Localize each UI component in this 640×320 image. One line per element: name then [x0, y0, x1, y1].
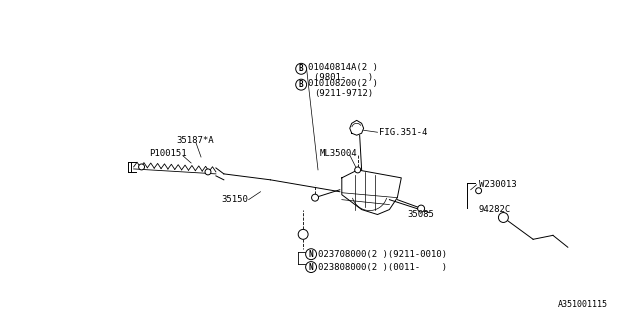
Text: (9211-9712): (9211-9712)	[314, 89, 373, 98]
Text: P100151: P100151	[150, 148, 187, 157]
Text: 01040814A(2 ): 01040814A(2 )	[308, 63, 378, 72]
Text: 023808000(2 )(0011-    ): 023808000(2 )(0011- )	[318, 263, 447, 272]
Circle shape	[296, 63, 307, 74]
Text: 023708000(2 )(9211-0010): 023708000(2 )(9211-0010)	[318, 250, 447, 259]
Circle shape	[139, 164, 145, 170]
Text: W230013: W230013	[479, 180, 516, 189]
Text: N: N	[308, 263, 314, 272]
Circle shape	[306, 262, 317, 273]
Circle shape	[312, 194, 319, 201]
Text: 35150: 35150	[221, 195, 248, 204]
Text: ML35004: ML35004	[320, 148, 358, 157]
Text: N: N	[308, 250, 314, 259]
Text: 010108200(2 ): 010108200(2 )	[308, 79, 378, 88]
Text: B: B	[299, 80, 303, 89]
Circle shape	[306, 249, 317, 260]
Circle shape	[205, 169, 211, 175]
Circle shape	[418, 205, 424, 212]
Text: (9801-    ): (9801- )	[314, 73, 373, 82]
Circle shape	[296, 79, 307, 90]
Text: 35085: 35085	[407, 210, 434, 219]
Text: FIG.351-4: FIG.351-4	[380, 128, 428, 137]
Circle shape	[499, 212, 508, 222]
Circle shape	[476, 188, 481, 194]
Text: 94282C: 94282C	[479, 205, 511, 214]
Circle shape	[298, 229, 308, 239]
Text: A351001115: A351001115	[557, 300, 607, 309]
Text: B: B	[299, 64, 303, 73]
Text: 35187*A: 35187*A	[176, 136, 214, 145]
Circle shape	[355, 167, 361, 173]
